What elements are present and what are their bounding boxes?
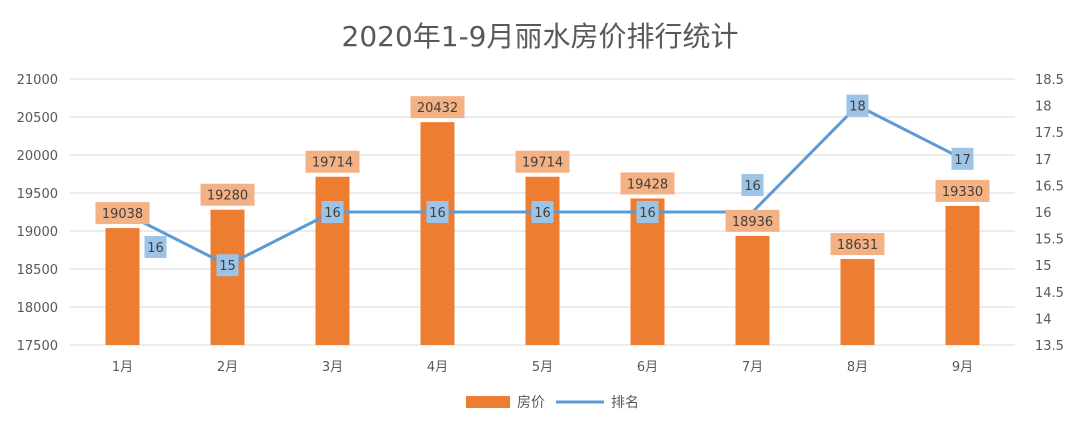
bar-data-label: 19330 [942,185,983,200]
right-tick-label: 17.5 [1035,126,1064,141]
bar [210,209,245,345]
left-tick-label: 18000 [17,301,58,316]
chart-title: 2020年1-9月丽水房价排行统计 [342,20,739,53]
left-axis-ticks: 17500 18000 18500 19000 19500 20000 20500 21000 [17,73,58,354]
x-tick-label: 2月 [217,360,238,375]
x-tick-label: 4月 [427,360,448,375]
line-label-bg [636,201,659,223]
right-tick-label: 17 [1035,153,1052,168]
right-tick-label: 14.5 [1035,286,1064,301]
bar-data-label: 19038 [102,207,143,222]
bar-data-label: 19714 [522,156,563,171]
line-data-label: 16 [429,206,446,221]
line-data-label: 17 [954,153,971,168]
line-data-label: 16 [324,206,341,221]
line-label-bg [741,174,764,196]
bar-label-bg [410,96,465,119]
bar-data-label: 20432 [417,101,458,116]
bar-label-bg [620,172,675,195]
bar-series [105,122,980,345]
line-label-bg [951,147,974,170]
legend-label-line: 排名 [611,395,639,411]
x-tick-label: 5月 [532,360,553,375]
bar [420,122,455,345]
line-label-bg [531,201,554,223]
line-label-bg [426,201,449,223]
x-tick-label: 8月 [847,360,868,375]
right-axis-ticks: 13.5 14 14.5 15 15.5 16 16.5 17 17.5 18 18.5 [1035,73,1064,354]
line-data-labels: 16 15 16 16 16 16 16 18 17 [144,94,974,277]
bar-label-bg [305,150,360,173]
line-label-bg [216,254,239,277]
line-data-label: 16 [147,241,164,256]
bar-data-label: 18631 [837,238,878,253]
right-tick-label: 16 [1035,206,1052,221]
left-tick-label: 21000 [17,73,58,88]
line-data-label: 16 [744,179,761,194]
bar [735,235,770,345]
legend-swatch-bar [466,396,510,408]
bar-data-labels: 19038 19280 19714 20432 19714 19428 18936 18631… [95,96,990,256]
bar-data-label: 18936 [732,215,773,230]
right-tick-label: 13.5 [1035,339,1064,354]
right-tick-label: 14 [1035,312,1052,327]
bar [105,228,140,345]
left-tick-label: 17500 [17,339,58,354]
bar-data-label: 19714 [312,156,353,171]
x-tick-label: 9月 [952,360,973,375]
line-label-bg [846,94,869,117]
bar-label-bg [725,209,780,232]
bar-label-bg [935,179,990,202]
legend: 房价 排名 [466,395,639,411]
line-data-label: 15 [219,259,236,274]
bar-label-bg [830,233,885,256]
right-tick-label: 15 [1035,259,1052,274]
bar [945,205,980,345]
bar [840,259,875,345]
bar-label-bg [515,150,570,173]
x-axis-ticks: 1月 2月 3月 4月 5月 6月 7月 8月 9月 [112,360,973,375]
right-tick-label: 18 [1035,100,1052,115]
line-data-label: 16 [639,206,656,221]
right-tick-label: 18.5 [1035,73,1064,88]
bar-data-label: 19280 [207,189,248,204]
line-label-bg [321,201,344,223]
left-tick-label: 18500 [17,263,58,278]
line-data-label: 18 [849,100,866,115]
left-tick-label: 20000 [17,149,58,164]
left-tick-label: 19500 [17,187,58,202]
left-tick-label: 19000 [17,225,58,240]
left-tick-label: 20500 [17,111,58,126]
line-data-label: 16 [534,206,551,221]
x-tick-label: 1月 [112,360,133,375]
bar-label-bg [95,202,150,225]
x-tick-label: 7月 [742,360,763,375]
bar-label-bg [200,183,255,206]
x-tick-label: 6月 [637,360,658,375]
bar-data-label: 19428 [627,177,668,192]
line-label-bg [144,236,167,258]
legend-label-bar: 房价 [517,395,545,411]
x-tick-label: 3月 [322,360,343,375]
right-tick-label: 15.5 [1035,233,1064,248]
right-tick-label: 16.5 [1035,179,1064,194]
